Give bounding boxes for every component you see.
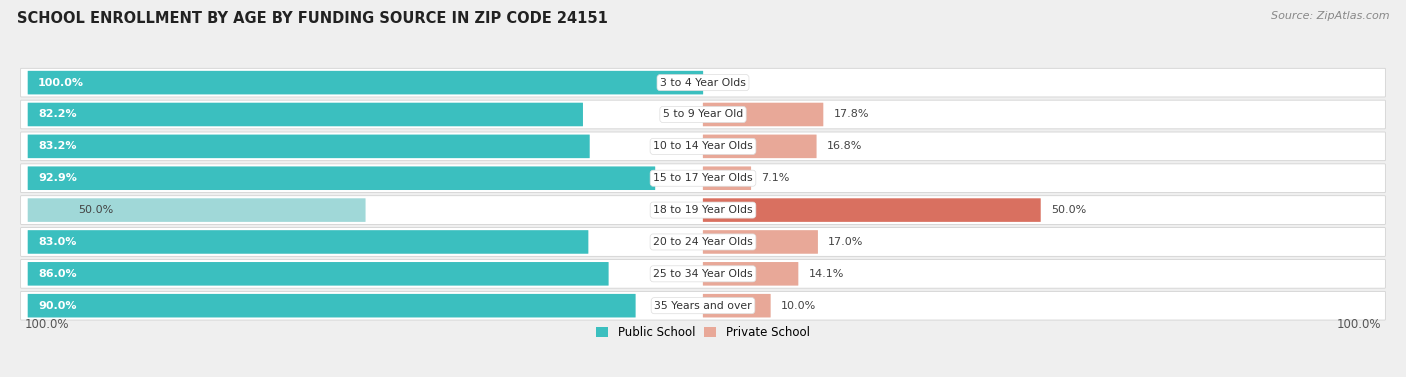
Text: 100.0%: 100.0% bbox=[1337, 318, 1382, 331]
FancyBboxPatch shape bbox=[28, 294, 636, 317]
FancyBboxPatch shape bbox=[21, 291, 1385, 320]
FancyBboxPatch shape bbox=[21, 68, 1385, 97]
Text: 100.0%: 100.0% bbox=[24, 318, 69, 331]
FancyBboxPatch shape bbox=[703, 262, 799, 286]
Text: 16.8%: 16.8% bbox=[827, 141, 862, 151]
Text: 25 to 34 Year Olds: 25 to 34 Year Olds bbox=[654, 269, 752, 279]
FancyBboxPatch shape bbox=[28, 262, 609, 286]
FancyBboxPatch shape bbox=[28, 135, 589, 158]
FancyBboxPatch shape bbox=[703, 166, 751, 190]
Text: 17.8%: 17.8% bbox=[834, 109, 869, 120]
Text: 14.1%: 14.1% bbox=[808, 269, 844, 279]
Text: SCHOOL ENROLLMENT BY AGE BY FUNDING SOURCE IN ZIP CODE 24151: SCHOOL ENROLLMENT BY AGE BY FUNDING SOUR… bbox=[17, 11, 607, 26]
Text: 15 to 17 Year Olds: 15 to 17 Year Olds bbox=[654, 173, 752, 183]
Text: 86.0%: 86.0% bbox=[38, 269, 77, 279]
Text: 3 to 4 Year Olds: 3 to 4 Year Olds bbox=[659, 78, 747, 87]
FancyBboxPatch shape bbox=[703, 294, 770, 317]
Text: 50.0%: 50.0% bbox=[1050, 205, 1087, 215]
FancyBboxPatch shape bbox=[28, 166, 655, 190]
Text: 20 to 24 Year Olds: 20 to 24 Year Olds bbox=[654, 237, 752, 247]
Text: 92.9%: 92.9% bbox=[38, 173, 77, 183]
FancyBboxPatch shape bbox=[703, 230, 818, 254]
FancyBboxPatch shape bbox=[703, 103, 824, 126]
Text: 7.1%: 7.1% bbox=[761, 173, 790, 183]
FancyBboxPatch shape bbox=[28, 71, 703, 94]
Text: 35 Years and over: 35 Years and over bbox=[654, 301, 752, 311]
Text: 10 to 14 Year Olds: 10 to 14 Year Olds bbox=[654, 141, 752, 151]
Text: 83.2%: 83.2% bbox=[38, 141, 77, 151]
Text: 18 to 19 Year Olds: 18 to 19 Year Olds bbox=[654, 205, 752, 215]
Text: Source: ZipAtlas.com: Source: ZipAtlas.com bbox=[1271, 11, 1389, 21]
FancyBboxPatch shape bbox=[21, 259, 1385, 288]
Text: 5 to 9 Year Old: 5 to 9 Year Old bbox=[662, 109, 744, 120]
Text: 100.0%: 100.0% bbox=[38, 78, 84, 87]
FancyBboxPatch shape bbox=[21, 100, 1385, 129]
Text: 17.0%: 17.0% bbox=[828, 237, 863, 247]
FancyBboxPatch shape bbox=[28, 230, 588, 254]
FancyBboxPatch shape bbox=[703, 135, 817, 158]
Text: 10.0%: 10.0% bbox=[780, 301, 815, 311]
Text: 82.2%: 82.2% bbox=[38, 109, 77, 120]
FancyBboxPatch shape bbox=[21, 132, 1385, 161]
FancyBboxPatch shape bbox=[703, 198, 1040, 222]
FancyBboxPatch shape bbox=[28, 198, 366, 222]
Text: 90.0%: 90.0% bbox=[38, 301, 77, 311]
FancyBboxPatch shape bbox=[21, 228, 1385, 256]
FancyBboxPatch shape bbox=[21, 196, 1385, 224]
Text: 50.0%: 50.0% bbox=[79, 205, 114, 215]
Legend: Public School, Private School: Public School, Private School bbox=[592, 321, 814, 343]
Text: 83.0%: 83.0% bbox=[38, 237, 76, 247]
FancyBboxPatch shape bbox=[28, 103, 583, 126]
FancyBboxPatch shape bbox=[21, 164, 1385, 193]
